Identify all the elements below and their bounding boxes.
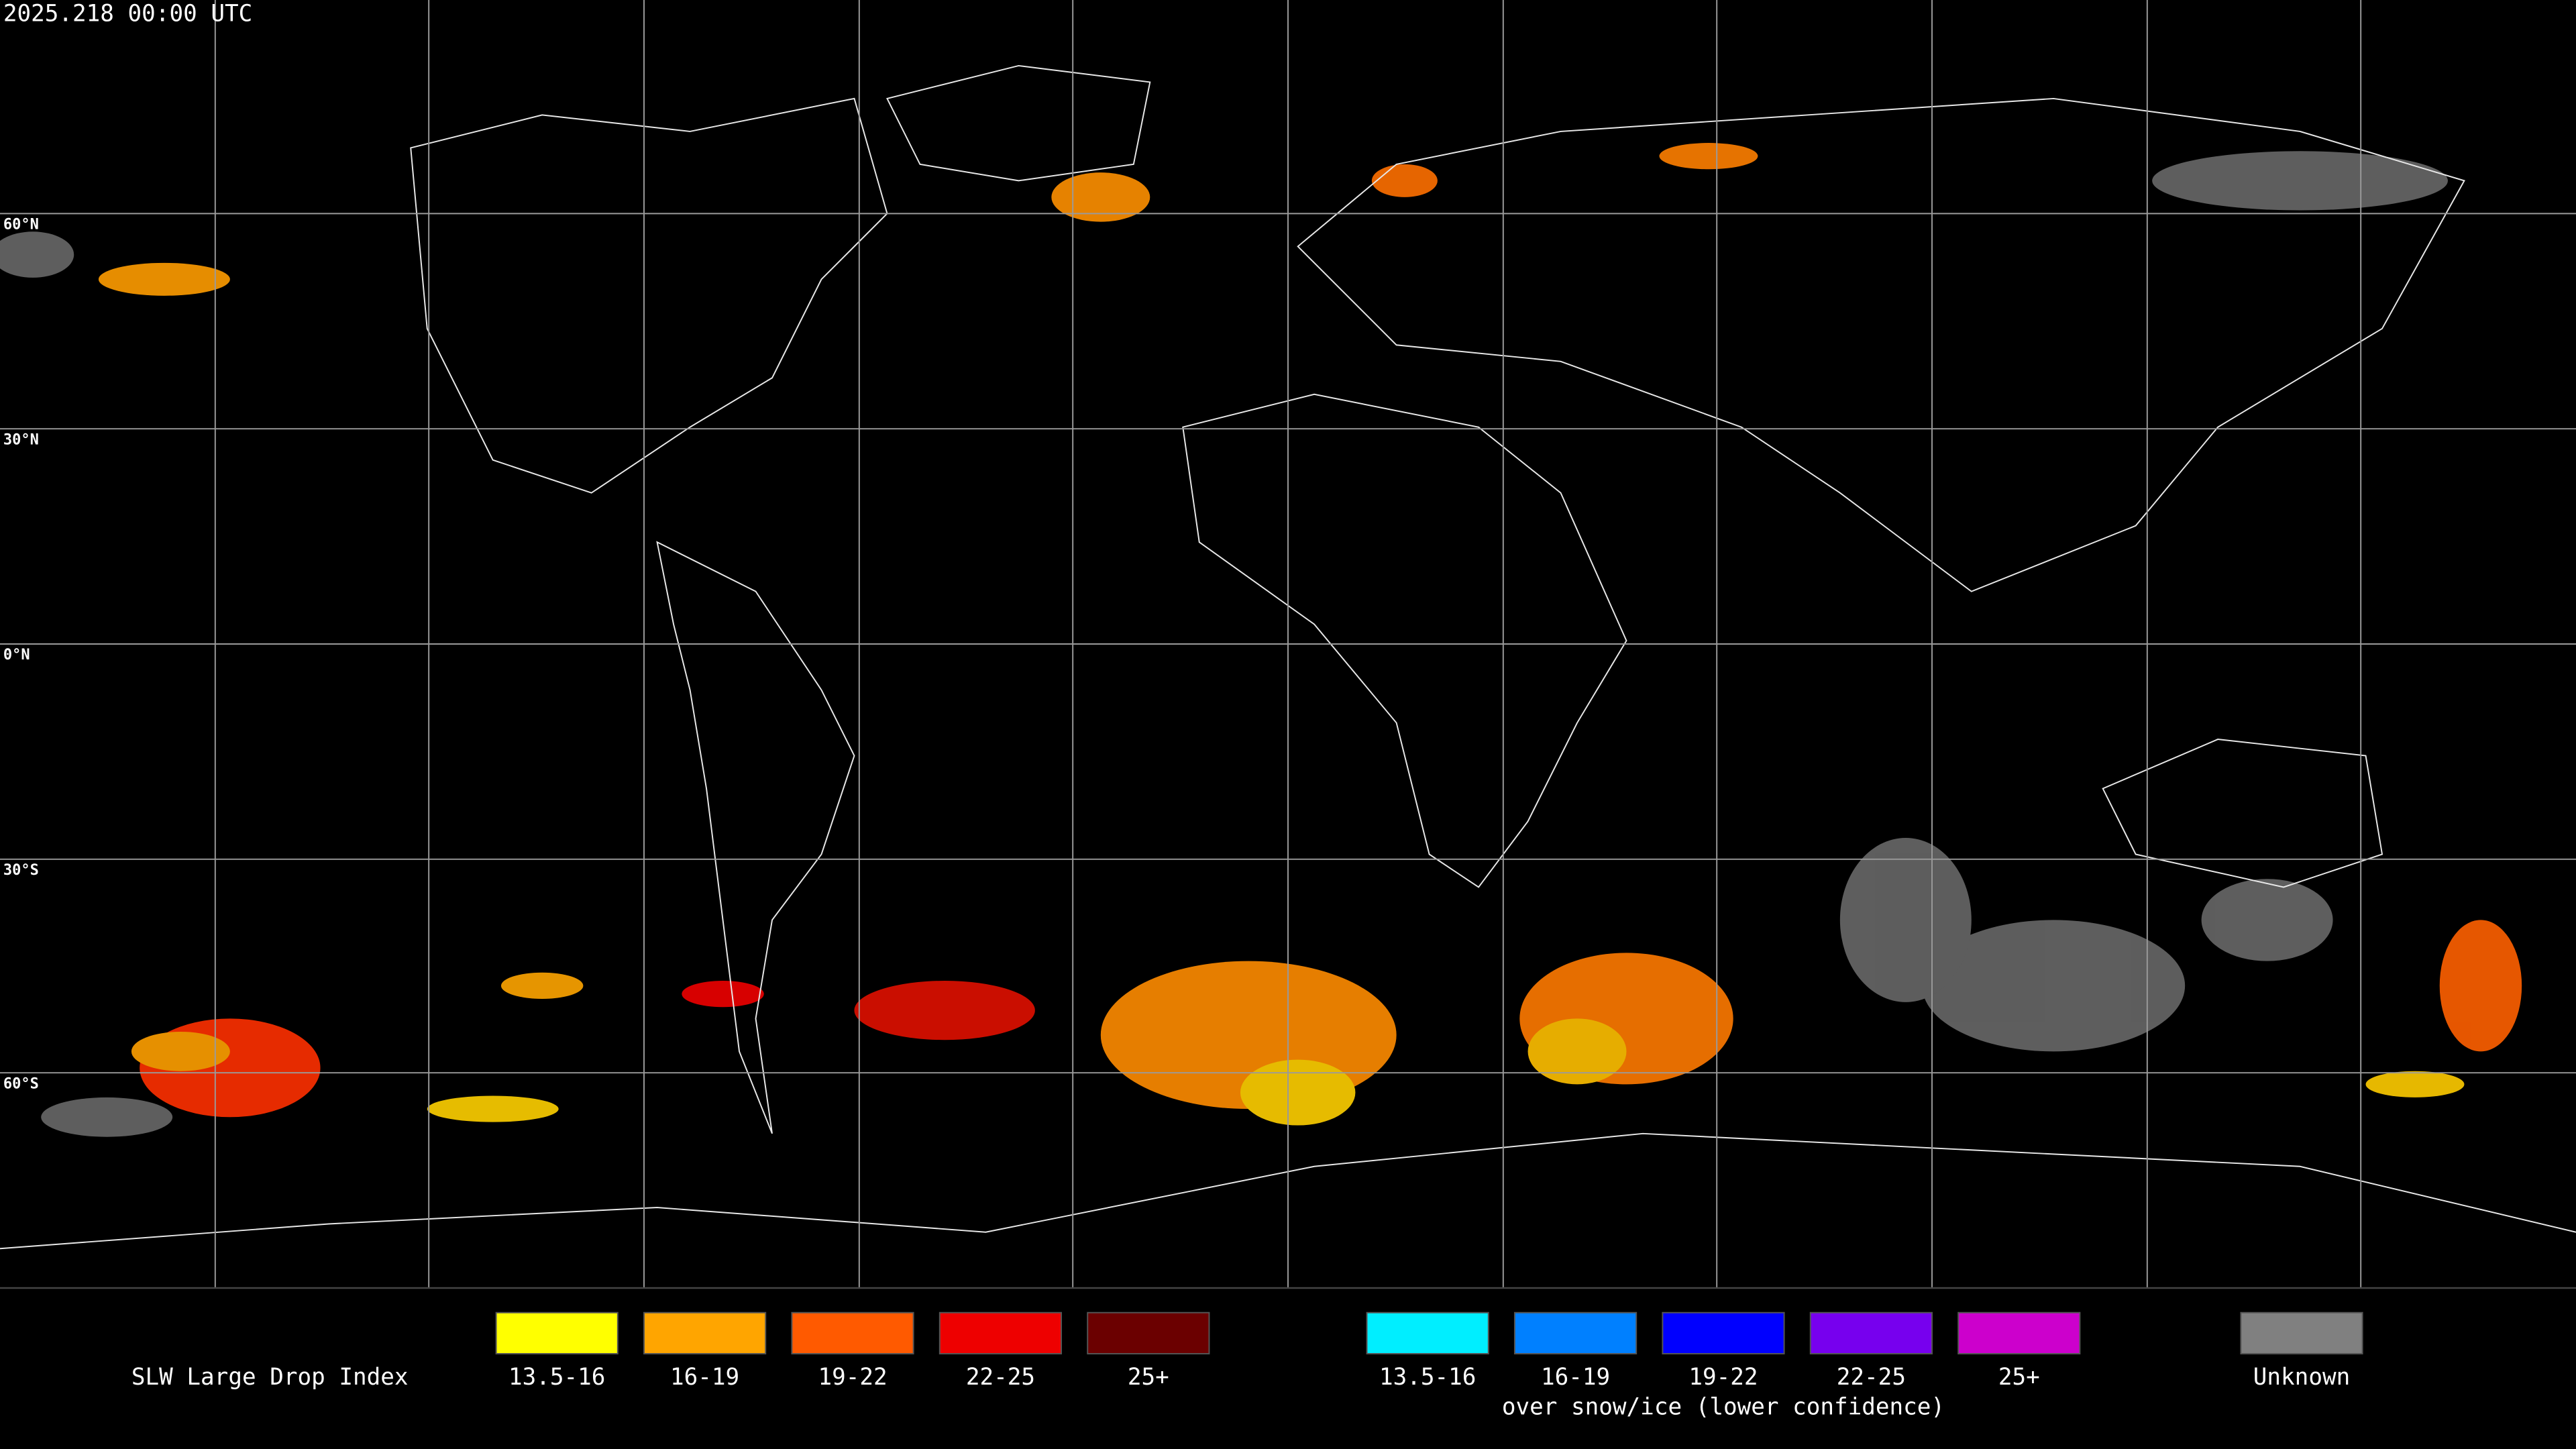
legend-label: 16-19 xyxy=(1541,1364,1610,1391)
data-overlay xyxy=(0,143,2522,1137)
legend: SLW Large Drop Index over snow/ice (lowe… xyxy=(131,1311,2363,1420)
latitude-label: 60°S xyxy=(3,1075,39,1092)
legend-label: Unknown xyxy=(2253,1364,2350,1391)
legend-swatch xyxy=(1957,1311,2081,1354)
coastlines xyxy=(0,64,2576,1250)
legend-label: 13.5-16 xyxy=(1379,1364,1476,1391)
legend-swatch xyxy=(938,1311,1063,1354)
legend-label: 22-25 xyxy=(1837,1364,1906,1391)
latitude-label: 30°S xyxy=(3,862,39,879)
legend-swatch xyxy=(1366,1311,1489,1354)
legend-swatch xyxy=(495,1311,619,1354)
legend-label: 25+ xyxy=(1998,1364,2040,1391)
latitude-label: 0°N xyxy=(3,647,30,663)
latitude-label: 30°N xyxy=(3,431,39,448)
latitude-label: 60°N xyxy=(3,217,39,233)
legend-swatch xyxy=(643,1311,767,1354)
legend-swatch xyxy=(2240,1311,2363,1354)
legend-swatch xyxy=(1662,1311,1785,1354)
legend-label: 25+ xyxy=(1128,1364,1169,1391)
timestamp: 2025.218 00:00 UTC xyxy=(3,1,252,28)
graticule xyxy=(0,0,2576,1288)
legend-label: 16-19 xyxy=(670,1364,739,1391)
legend-swatch xyxy=(1513,1311,1638,1354)
legend-title: SLW Large Drop Index xyxy=(131,1364,409,1391)
legend-caption: over snow/ice (lower confidence) xyxy=(1502,1393,1945,1420)
legend-swatch xyxy=(791,1311,914,1354)
legend-label: 19-22 xyxy=(1688,1364,1758,1391)
legend-swatch xyxy=(1809,1311,1933,1354)
latitude-labels: 60°N 30°N 0°N 30°S 60°S xyxy=(3,217,39,1093)
legend-swatch xyxy=(1087,1311,1210,1354)
legend-label: 22-25 xyxy=(966,1364,1035,1391)
legend-label: 19-22 xyxy=(818,1364,887,1391)
legend-label: 13.5-16 xyxy=(508,1364,605,1391)
